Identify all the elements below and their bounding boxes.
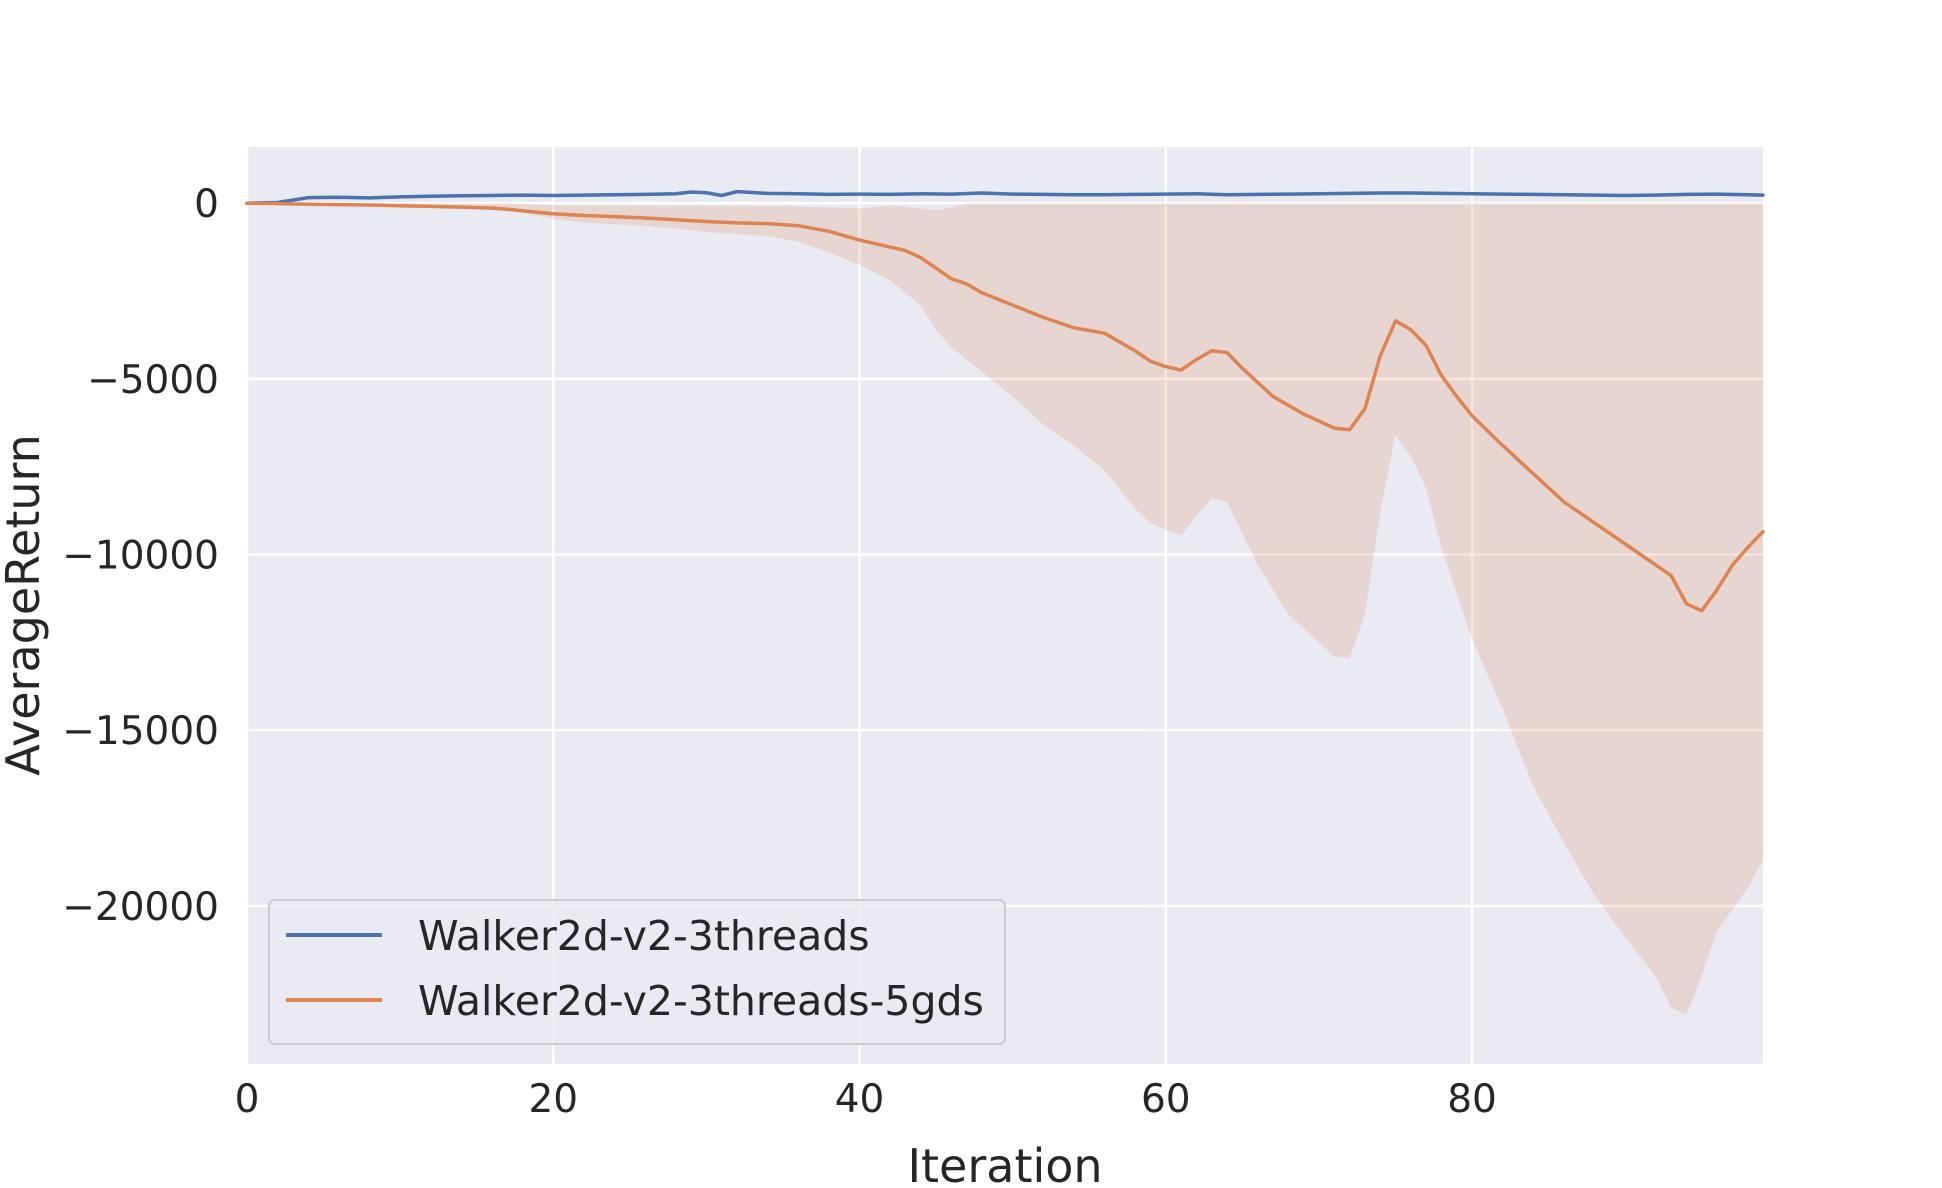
series-line-walker2d-3threads	[245, 189, 1765, 205]
x-axis-title: Iteration	[907, 1139, 1102, 1188]
legend-box	[268, 899, 1006, 1045]
x-tick-label: 60	[1141, 1077, 1191, 1122]
series-lines	[245, 189, 1765, 613]
y-tick-label: 0	[194, 182, 219, 227]
series-line-walker2d-3threads-5gds	[245, 201, 1765, 613]
y-axis-title: AverageReturn	[0, 434, 50, 776]
legend-label-walker2d-3threads-5gds: Walker2d-v2-3threads-5gds	[418, 977, 984, 1025]
y-tick-label: −15000	[62, 709, 219, 754]
y-tick-label: −20000	[62, 885, 219, 930]
x-tick-label: 40	[835, 1077, 885, 1122]
y-tick-label: −10000	[62, 534, 219, 579]
band-walker2d-3threads-5gds	[247, 203, 1763, 1015]
x-tick-label: 20	[528, 1077, 578, 1122]
legend: Walker2d-v2-3threads Walker2d-v2-3thread…	[268, 899, 1006, 1045]
confidence-bands	[247, 203, 1763, 1015]
x-tick-label: 0	[235, 1077, 260, 1122]
x-tick-label: 80	[1447, 1077, 1497, 1122]
y-tick-labels: 0 −5000 −10000 −15000 −20000	[62, 182, 219, 930]
y-tick-label: −5000	[87, 358, 219, 403]
x-tick-labels: 0 20 40 60 80	[235, 1077, 1497, 1122]
legend-label-walker2d-3threads: Walker2d-v2-3threads	[418, 912, 870, 960]
